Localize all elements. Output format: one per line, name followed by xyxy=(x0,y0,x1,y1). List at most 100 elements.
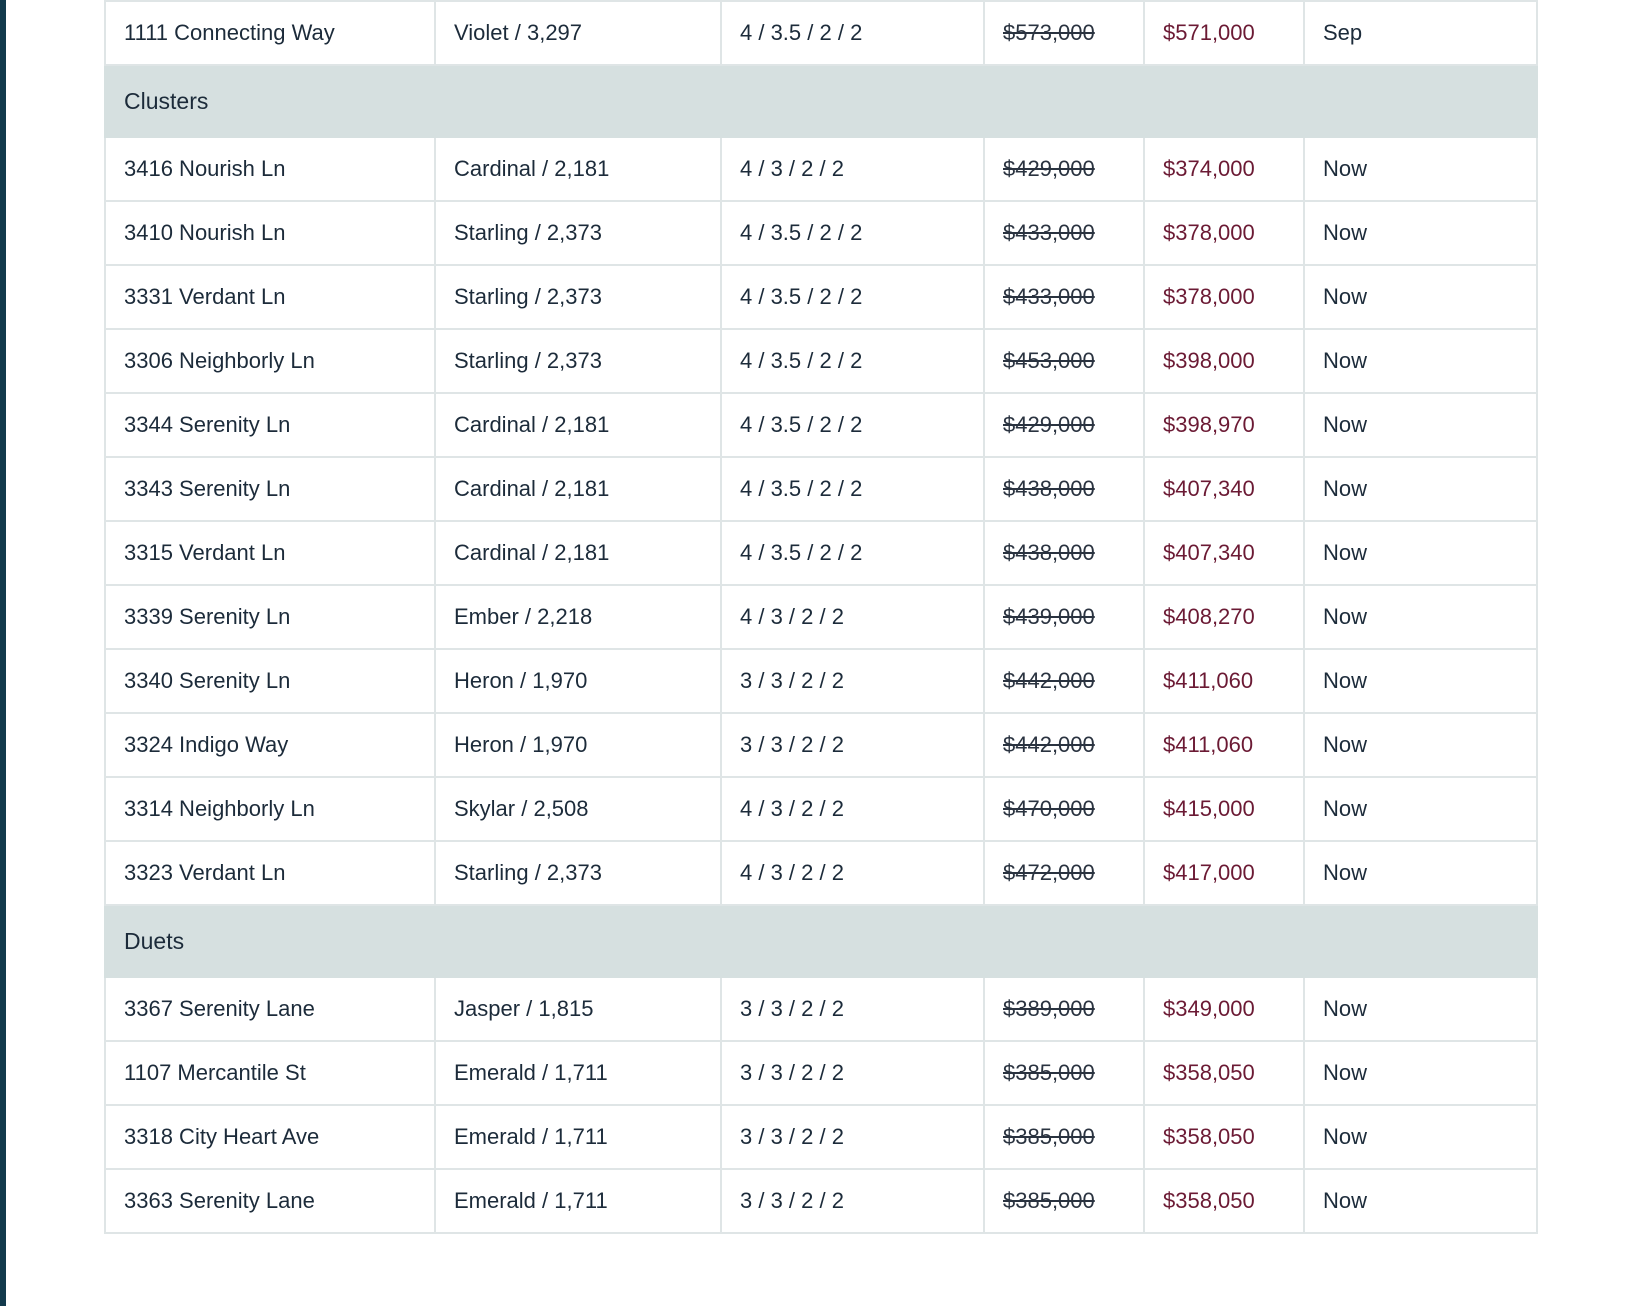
bed-bath-garage-cell: 3 / 3 / 2 / 2 xyxy=(720,648,985,714)
original-price-cell: $429,000 xyxy=(983,136,1145,202)
original-price-cell: $433,000 xyxy=(983,200,1145,266)
original-price-cell: $472,000 xyxy=(983,840,1145,906)
original-price-cell: $470,000 xyxy=(983,776,1145,842)
plan-cell: Heron / 1,970 xyxy=(434,712,722,778)
original-price-cell: $389,000 xyxy=(983,976,1145,1042)
bed-bath-garage-cell: 3 / 3 / 2 / 2 xyxy=(720,1104,985,1170)
availability-cell: Now xyxy=(1303,392,1538,458)
sale-price-cell: $358,050 xyxy=(1143,1168,1305,1234)
address-cell: 3367 Serenity Lane xyxy=(104,976,436,1042)
sale-price-cell: $398,000 xyxy=(1143,328,1305,394)
plan-cell: Heron / 1,970 xyxy=(434,648,722,714)
sale-price-cell: $358,050 xyxy=(1143,1040,1305,1106)
availability-cell: Now xyxy=(1303,520,1538,586)
address-cell: 3339 Serenity Ln xyxy=(104,584,436,650)
plan-cell: Emerald / 1,711 xyxy=(434,1104,722,1170)
table-row: 3344 Serenity Ln Cardinal / 2,181 4 / 3.5 … xyxy=(104,392,1538,458)
table-row: 3367 Serenity Lane Jasper / 1,815 3 / 3 / … xyxy=(104,976,1538,1042)
sale-price-cell: $411,060 xyxy=(1143,648,1305,714)
availability-cell: Now xyxy=(1303,1040,1538,1106)
original-price-cell: $433,000 xyxy=(983,264,1145,330)
availability-cell: Now xyxy=(1303,200,1538,266)
sale-price-cell: $417,000 xyxy=(1143,840,1305,906)
sale-price-cell: $378,000 xyxy=(1143,264,1305,330)
address-cell: 3314 Neighborly Ln xyxy=(104,776,436,842)
plan-cell: Cardinal / 2,181 xyxy=(434,136,722,202)
original-price-cell: $573,000 xyxy=(983,0,1145,66)
table-row: 1111 Connecting Way Violet / 3,297 4 / 3.5… xyxy=(104,0,1538,66)
bed-bath-garage-cell: 4 / 3 / 2 / 2 xyxy=(720,776,985,842)
plan-cell: Cardinal / 2,181 xyxy=(434,520,722,586)
table-row: 3315 Verdant Ln Cardinal / 2,181 4 / 3.5 /… xyxy=(104,520,1538,586)
original-price-cell: $439,000 xyxy=(983,584,1145,650)
original-price-cell: $385,000 xyxy=(983,1168,1145,1234)
availability-cell: Now xyxy=(1303,456,1538,522)
table-row: 3314 Neighborly Ln Skylar / 2,508 4 / 3 / … xyxy=(104,776,1538,842)
plan-cell: Starling / 2,373 xyxy=(434,264,722,330)
bed-bath-garage-cell: 3 / 3 / 2 / 2 xyxy=(720,1168,985,1234)
availability-cell: Now xyxy=(1303,1104,1538,1170)
availability-cell: Now xyxy=(1303,328,1538,394)
group-header-row: Duets xyxy=(104,904,1538,978)
table-row: 1107 Mercantile St Emerald / 1,711 3 / 3 /… xyxy=(104,1040,1538,1106)
availability-cell: Now xyxy=(1303,712,1538,778)
address-cell: 3315 Verdant Ln xyxy=(104,520,436,586)
availability-cell: Sep xyxy=(1303,0,1538,66)
address-cell: 1107 Mercantile St xyxy=(104,1040,436,1106)
bed-bath-garage-cell: 3 / 3 / 2 / 2 xyxy=(720,1040,985,1106)
address-cell: 3344 Serenity Ln xyxy=(104,392,436,458)
sale-price-cell: $349,000 xyxy=(1143,976,1305,1042)
sale-price-cell: $378,000 xyxy=(1143,200,1305,266)
group-header-label: Duets xyxy=(104,904,1538,978)
plan-cell: Skylar / 2,508 xyxy=(434,776,722,842)
address-cell: 3410 Nourish Ln xyxy=(104,200,436,266)
bed-bath-garage-cell: 4 / 3.5 / 2 / 2 xyxy=(720,328,985,394)
sale-price-cell: $374,000 xyxy=(1143,136,1305,202)
table-row: 3324 Indigo Way Heron / 1,970 3 / 3 / 2 / … xyxy=(104,712,1538,778)
original-price-cell: $385,000 xyxy=(983,1040,1145,1106)
availability-cell: Now xyxy=(1303,136,1538,202)
bed-bath-garage-cell: 4 / 3 / 2 / 2 xyxy=(720,136,985,202)
plan-cell: Starling / 2,373 xyxy=(434,328,722,394)
address-cell: 3306 Neighborly Ln xyxy=(104,328,436,394)
availability-cell: Now xyxy=(1303,1168,1538,1234)
address-cell: 3363 Serenity Lane xyxy=(104,1168,436,1234)
bed-bath-garage-cell: 4 / 3.5 / 2 / 2 xyxy=(720,520,985,586)
table-row: 3331 Verdant Ln Starling / 2,373 4 / 3.5 /… xyxy=(104,264,1538,330)
address-cell: 3318 City Heart Ave xyxy=(104,1104,436,1170)
availability-cell: Now xyxy=(1303,648,1538,714)
sale-price-cell: $407,340 xyxy=(1143,456,1305,522)
address-cell: 3331 Verdant Ln xyxy=(104,264,436,330)
bed-bath-garage-cell: 4 / 3 / 2 / 2 xyxy=(720,840,985,906)
bed-bath-garage-cell: 4 / 3.5 / 2 / 2 xyxy=(720,264,985,330)
sale-price-cell: $407,340 xyxy=(1143,520,1305,586)
group-header-label: Clusters xyxy=(104,64,1538,138)
availability-cell: Now xyxy=(1303,976,1538,1042)
sale-price-cell: $415,000 xyxy=(1143,776,1305,842)
availability-cell: Now xyxy=(1303,264,1538,330)
availability-cell: Now xyxy=(1303,840,1538,906)
sale-price-cell: $411,060 xyxy=(1143,712,1305,778)
plan-cell: Starling / 2,373 xyxy=(434,200,722,266)
bed-bath-garage-cell: 4 / 3.5 / 2 / 2 xyxy=(720,200,985,266)
plan-cell: Violet / 3,297 xyxy=(434,0,722,66)
original-price-cell: $438,000 xyxy=(983,520,1145,586)
address-cell: 1111 Connecting Way xyxy=(104,0,436,66)
plan-cell: Ember / 2,218 xyxy=(434,584,722,650)
table-row: 3410 Nourish Ln Starling / 2,373 4 / 3.5 /… xyxy=(104,200,1538,266)
plan-cell: Emerald / 1,711 xyxy=(434,1040,722,1106)
address-cell: 3323 Verdant Ln xyxy=(104,840,436,906)
sale-price-cell: $571,000 xyxy=(1143,0,1305,66)
bed-bath-garage-cell: 3 / 3 / 2 / 2 xyxy=(720,976,985,1042)
bed-bath-garage-cell: 3 / 3 / 2 / 2 xyxy=(720,712,985,778)
left-edge-bar xyxy=(0,0,6,1306)
original-price-cell: $442,000 xyxy=(983,712,1145,778)
address-cell: 3343 Serenity Ln xyxy=(104,456,436,522)
plan-cell: Emerald / 1,711 xyxy=(434,1168,722,1234)
table-row: 3318 City Heart Ave Emerald / 1,711 3 / 3 … xyxy=(104,1104,1538,1170)
sale-price-cell: $398,970 xyxy=(1143,392,1305,458)
quick-move-in-table: 1111 Connecting Way Violet / 3,297 4 / 3.5… xyxy=(104,0,1538,1234)
address-cell: 3324 Indigo Way xyxy=(104,712,436,778)
plan-cell: Starling / 2,373 xyxy=(434,840,722,906)
table-row: 3363 Serenity Lane Emerald / 1,711 3 / 3 /… xyxy=(104,1168,1538,1234)
